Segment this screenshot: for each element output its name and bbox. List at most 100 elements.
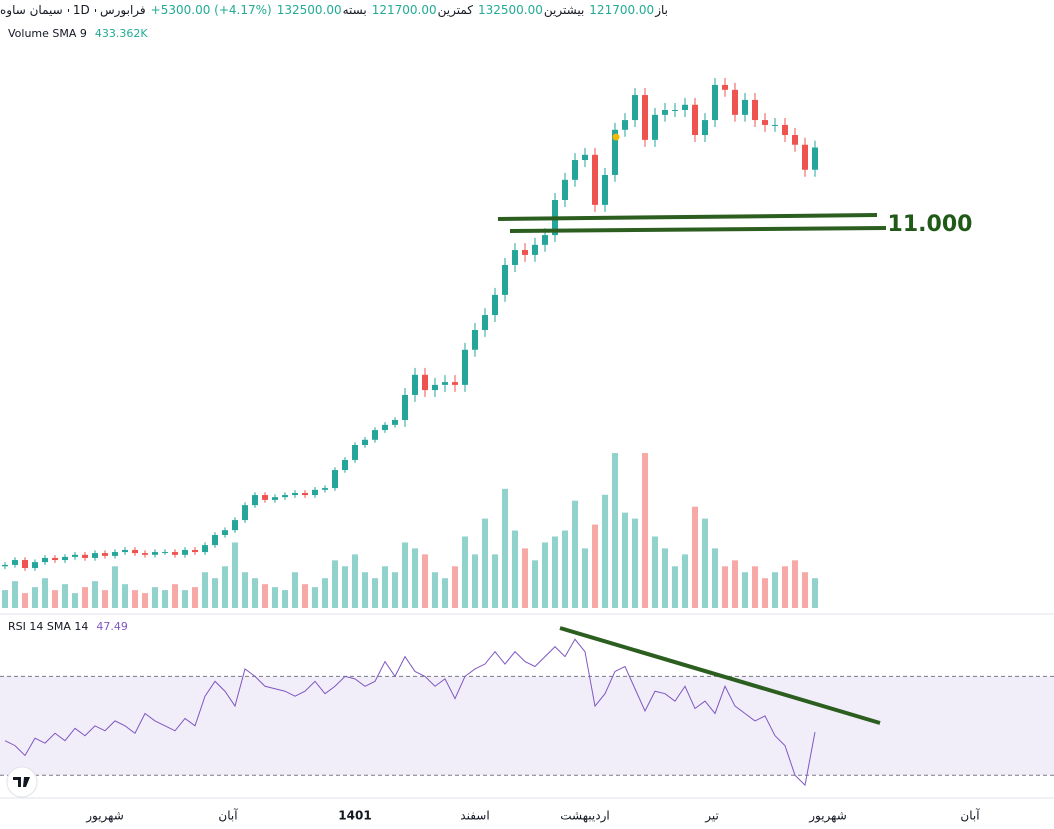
candle-body — [82, 554, 88, 558]
volume-bar — [782, 566, 788, 608]
quote-label: بیشترین — [543, 3, 585, 17]
candle-body — [102, 553, 108, 556]
volume-bar — [242, 572, 248, 608]
candle-body — [412, 374, 418, 395]
volume-bar — [362, 572, 368, 608]
x-axis: شهریور آبان 1401 اسفند اردیبهشت تیر شهریور آبان — [85, 808, 980, 824]
volume-bar — [672, 566, 678, 608]
candle-body — [342, 459, 348, 471]
x-tick-label: اردیبهشت — [560, 809, 609, 824]
volume-bar — [202, 572, 208, 608]
candle-body — [792, 135, 798, 145]
volume-bar — [152, 587, 158, 608]
candle-body — [32, 562, 38, 569]
volume-bar — [52, 590, 58, 608]
quote-change: +5300.00 (+4.17%) — [150, 3, 272, 17]
symbol: سیمان ساوه — [0, 3, 63, 17]
quote-label: باز — [655, 3, 668, 17]
volume-bar — [282, 590, 288, 608]
candle-body — [92, 553, 98, 558]
volume-bar — [112, 566, 118, 608]
volume-bar — [262, 584, 268, 608]
candle-body — [172, 552, 178, 555]
volume-bar — [802, 572, 808, 608]
volume-bar — [742, 572, 748, 608]
quote-value: 132500.00 — [276, 3, 342, 17]
volume-bar — [752, 566, 758, 608]
candle-body — [722, 84, 728, 90]
volume-bar — [62, 584, 68, 608]
candle-body — [612, 129, 618, 175]
candle-body — [382, 424, 388, 431]
candle-body — [62, 556, 68, 561]
rsi-band — [0, 676, 1054, 776]
candle-body — [182, 549, 188, 555]
candle-body — [812, 147, 818, 170]
volume-bar — [22, 593, 28, 608]
volume-bar — [572, 500, 578, 608]
quote-field: باز 121700.00 — [589, 3, 668, 17]
volume-bar — [252, 578, 258, 608]
volume-bar — [132, 590, 138, 608]
candle-body — [802, 144, 808, 170]
volume-bar — [702, 518, 708, 608]
candle-body — [152, 552, 158, 555]
volume-bar — [542, 542, 548, 608]
candle-body — [202, 545, 208, 553]
volume-bar — [622, 512, 628, 608]
volume-sma-value: 433.362K — [94, 26, 148, 40]
volume-bar — [482, 518, 488, 608]
candle-body — [562, 179, 568, 200]
candle-body — [572, 160, 578, 180]
candle-body — [302, 492, 308, 496]
candle-body — [782, 124, 788, 136]
volume-bar — [652, 536, 658, 608]
volume-bar — [92, 581, 98, 608]
volume-bar — [732, 560, 738, 608]
volume-bar — [442, 578, 448, 608]
quote-field: بسته 132500.00 — [277, 3, 367, 17]
volume-bar — [82, 587, 88, 608]
candle-body — [532, 244, 538, 255]
volume-bar — [722, 566, 728, 608]
candle-body — [52, 557, 58, 561]
drawn-trend-line — [559, 626, 881, 725]
candle-body — [482, 315, 488, 330]
quote-label: کمترین — [437, 3, 473, 17]
candle-body — [502, 264, 508, 295]
level-annotation: 11.000 — [888, 212, 973, 237]
volume-layer — [2, 453, 818, 608]
volume-bar — [792, 560, 798, 608]
volume-bar — [502, 488, 508, 608]
candle-body — [352, 445, 358, 460]
candle-body — [762, 120, 768, 125]
rsi-layer — [0, 638, 1054, 787]
quote-field: کمترین 121700.00 — [372, 3, 473, 17]
rsi-title: RSI 14 SMA 14 — [8, 619, 89, 633]
volume-bar — [682, 554, 688, 608]
candle-body — [462, 349, 468, 385]
volume-bar — [532, 560, 538, 608]
rsi-last-value: 47.49 — [96, 619, 128, 633]
volume-bar — [452, 566, 458, 608]
volume-bar — [302, 584, 308, 608]
candle-body — [642, 95, 648, 140]
quote-label: بسته — [342, 3, 367, 17]
candle-body — [592, 154, 598, 205]
volume-bar — [612, 453, 618, 608]
tv-logo — [6, 766, 38, 798]
volume-title: Volume SMA 9 — [8, 26, 87, 40]
logo-badge — [6, 766, 38, 798]
candle-body — [622, 120, 628, 130]
candle-body — [222, 530, 228, 536]
volume-bar — [712, 548, 718, 608]
volume-bar — [512, 530, 518, 608]
candle-body — [512, 250, 518, 265]
interval: 1D — [72, 3, 90, 17]
volume-bar — [592, 524, 598, 608]
candle-body — [742, 99, 748, 115]
volume-bar — [172, 584, 178, 608]
candle-body — [522, 250, 528, 255]
